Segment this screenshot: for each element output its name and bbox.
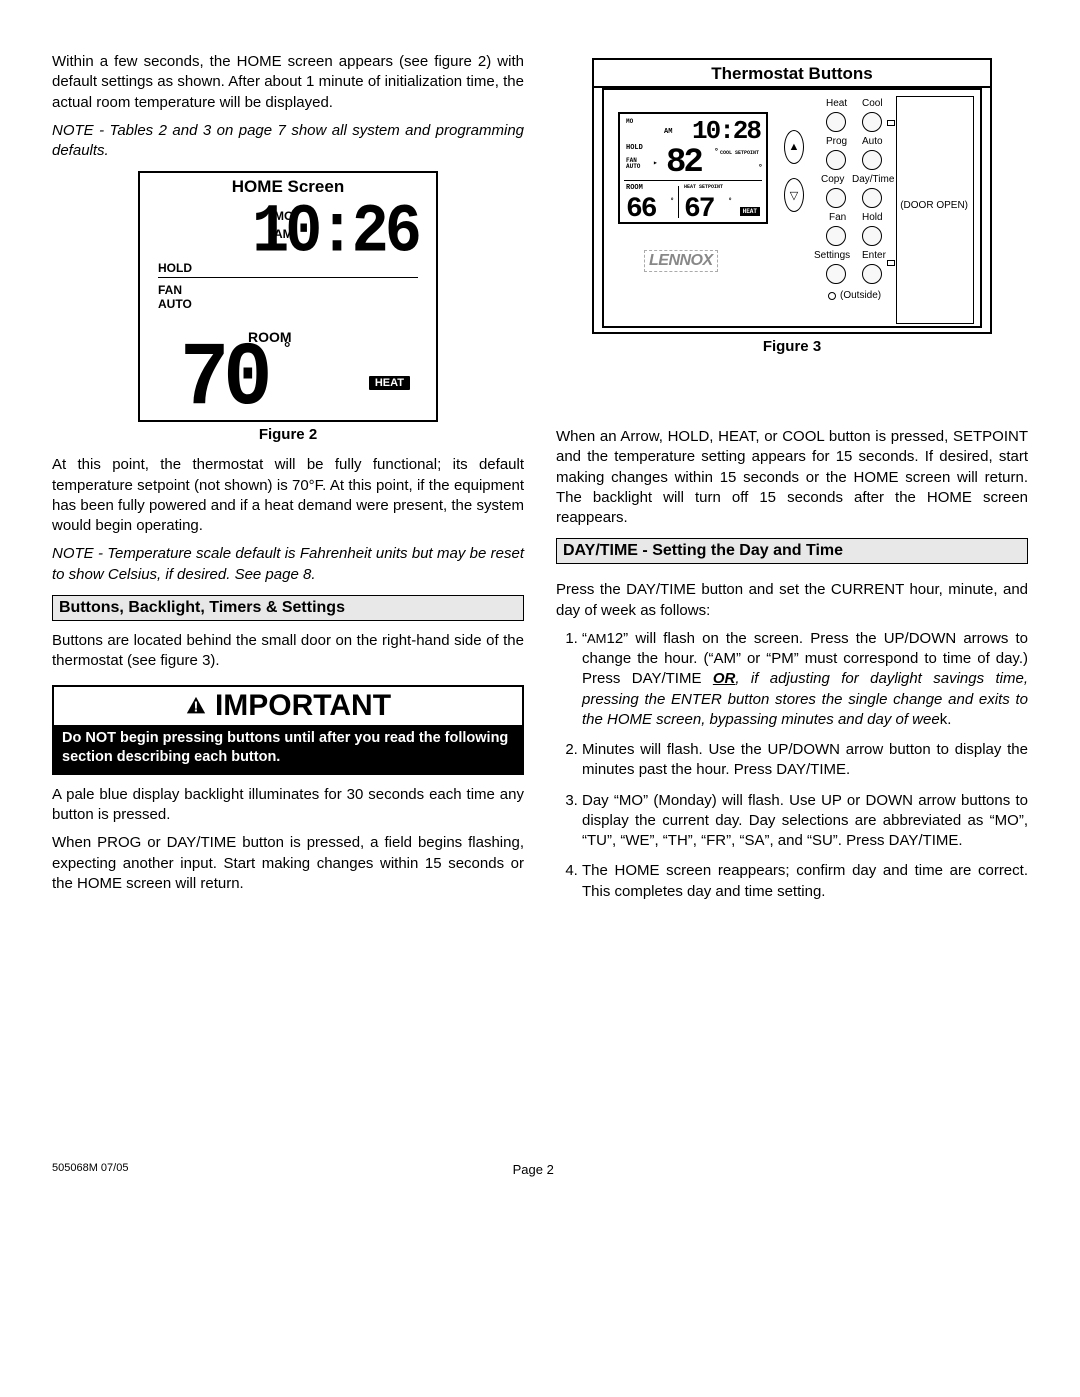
heat-badge: HEAT (369, 376, 410, 390)
label-daytime: Day/Time (852, 174, 894, 185)
degree-icon: ° (284, 340, 290, 358)
down-arrow-button[interactable]: ▽ (784, 178, 804, 212)
note-defaults: NOTE - Tables 2 and 3 on page 7 show all… (52, 121, 524, 162)
daytime-button[interactable] (862, 188, 882, 208)
label-hold: Hold (862, 212, 883, 223)
prog-flashing-paragraph: When PROG or DAY/TIME button is pressed,… (52, 833, 524, 894)
label-prog: Prog (826, 136, 847, 147)
page-footer: 505068M 07/05 Page 2 (52, 1162, 1028, 1177)
door-open-label: (DOOR OPEN) (900, 200, 968, 211)
home-screen-diagram: MO AM 10:26 HOLD FAN AUTO ROOM 70 ° HEAT (148, 199, 428, 414)
lcd3-66: 66 (626, 194, 656, 225)
lcd-room-temp: 70 (180, 329, 266, 431)
lcd-hold-label: HOLD (158, 261, 192, 275)
label-outside: (Outside) (840, 290, 881, 301)
document-number: 505068M 07/05 (52, 1162, 128, 1177)
label-auto: Auto (862, 136, 883, 147)
figure-3-box: Thermostat Buttons MO HOLD FANAUTO AM 10… (592, 58, 992, 334)
lcd3-hold: HOLD (626, 144, 643, 152)
lcd3-cool: COOL SETPOINT (720, 150, 759, 156)
lcd3-time: 10:28 (692, 116, 760, 146)
settings-button[interactable] (826, 264, 846, 284)
important-body: Do NOT begin pressing buttons until afte… (54, 725, 522, 773)
lcd3-fan: FANAUTO (626, 158, 640, 170)
daytime-intro-paragraph: Press the DAY/TIME button and set the CU… (556, 580, 1028, 621)
figure-2-box: HOME Screen MO AM 10:26 HOLD FAN AUTO RO… (138, 171, 438, 422)
arrow-setpoint-paragraph: When an Arrow, HOLD, HEAT, or COOL butto… (556, 427, 1028, 528)
left-column: Within a few seconds, the HOME screen ap… (52, 52, 524, 912)
copy-button[interactable] (826, 188, 846, 208)
buttons-location-paragraph: Buttons are located behind the small doo… (52, 631, 524, 672)
page-number: Page 2 (128, 1162, 938, 1177)
intro-paragraph: Within a few seconds, the HOME screen ap… (52, 52, 524, 113)
thermostat-device-diagram: MO HOLD FANAUTO AM 10:28 82 ° COOL SETPO… (602, 88, 982, 328)
lcd-fan-label: FAN (158, 283, 182, 297)
up-arrow-button[interactable]: ▲ (784, 130, 804, 164)
warning-triangle-icon: ! (185, 695, 207, 717)
section-buttons-backlight: Buttons, Backlight, Timers & Settings (52, 595, 524, 621)
lcd3-heat-badge: HEAT (740, 207, 760, 216)
figure-3-title: Thermostat Buttons (594, 60, 990, 88)
important-box: ! IMPORTANT Do NOT begin pressing button… (52, 685, 524, 775)
svg-text:!: ! (194, 700, 199, 716)
lcd3-room: ROOM (626, 184, 643, 192)
hold-button[interactable] (862, 226, 882, 246)
label-settings: Settings (814, 250, 850, 261)
device-lcd: MO HOLD FANAUTO AM 10:28 82 ° COOL SETPO… (618, 112, 768, 224)
lcd3-temp: 82 (666, 144, 701, 182)
hinge-icon (887, 260, 895, 266)
label-cool: Cool (862, 98, 883, 109)
step-2: Minutes will flash. Use the UP/DOWN arro… (582, 740, 1028, 781)
lcd-auto-label: AUTO (158, 297, 192, 311)
section-daytime: DAY/TIME - Setting the Day and Time (556, 538, 1028, 564)
lennox-logo: LENNOX (644, 250, 718, 272)
prog-button[interactable] (826, 150, 846, 170)
backlight-paragraph: A pale blue display backlight illuminate… (52, 785, 524, 826)
daytime-steps-list: “AM12” will flash on the screen. Press t… (556, 629, 1028, 902)
label-enter: Enter (862, 250, 886, 261)
step-1: “AM12” will flash on the screen. Press t… (582, 629, 1028, 730)
lcd-time: 10:26 (252, 194, 418, 272)
page-columns: Within a few seconds, the HOME screen ap… (52, 52, 1028, 912)
important-text: IMPORTANT (215, 689, 391, 723)
functional-paragraph: At this point, the thermostat will be fu… (52, 455, 524, 536)
note-fahrenheit: NOTE - Temperature scale default is Fahr… (52, 544, 524, 585)
step-3: Day “MO” (Monday) will flash. Use UP or … (582, 791, 1028, 852)
enter-button[interactable] (862, 264, 882, 284)
label-heat: Heat (826, 98, 847, 109)
auto-button[interactable] (862, 150, 882, 170)
right-column: Thermostat Buttons MO HOLD FANAUTO AM 10… (556, 52, 1028, 912)
label-copy: Copy (821, 174, 844, 185)
hinge-icon (887, 120, 895, 126)
lcd3-day: MO (626, 118, 633, 125)
lcd3-heatlbl: HEAT SETPOINT (684, 184, 723, 190)
lcd3-ampm: AM (664, 128, 672, 136)
fan-button[interactable] (826, 226, 846, 246)
lcd3-67: 67 (684, 194, 714, 225)
label-fan: Fan (829, 212, 846, 223)
figure-2-caption: Figure 2 (52, 426, 524, 443)
step-4: The HOME screen reappears; confirm day a… (582, 861, 1028, 902)
heat-button[interactable] (826, 112, 846, 132)
figure-3-caption: Figure 3 (556, 338, 1028, 355)
cool-button[interactable] (862, 112, 882, 132)
important-heading: ! IMPORTANT (54, 687, 522, 725)
